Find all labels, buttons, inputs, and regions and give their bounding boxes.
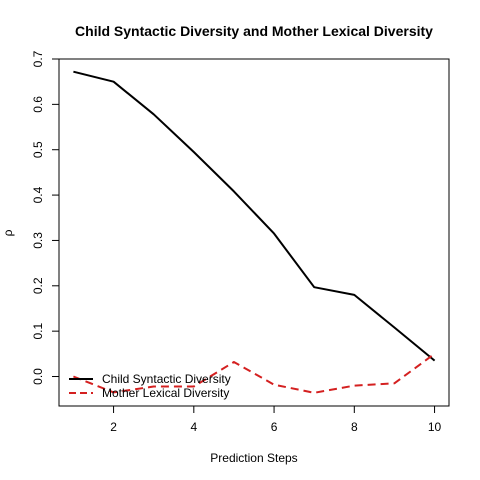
chart-title: Child Syntactic Diversity and Mother Lex… <box>75 23 433 39</box>
x-axis-label: Prediction Steps <box>210 451 297 465</box>
y-tick-label: 0.6 <box>31 96 45 113</box>
y-axis-label: ρ <box>1 229 15 236</box>
y-tick-label: 0.1 <box>31 322 45 339</box>
legend-label-1: Child Syntactic Diversity <box>102 372 231 386</box>
y-tick-label: 0.0 <box>31 368 45 385</box>
y-axis: 0.0 0.1 0.2 0.3 0.4 0.5 0.6 0.7 <box>31 50 59 385</box>
series-line-1 <box>73 70 436 362</box>
y-tick-label: 0.5 <box>31 141 45 158</box>
y-tick-label: 0.2 <box>31 277 45 294</box>
y-tick-label: 0.3 <box>31 232 45 249</box>
x-tick-label: 4 <box>190 420 197 434</box>
series-lines <box>73 70 436 394</box>
legend-label-2: Mother Lexical Diversity <box>102 386 229 400</box>
series-line-2 <box>73 352 436 394</box>
x-tick-label: 10 <box>428 420 442 434</box>
x-tick-label: 6 <box>271 420 278 434</box>
plot-frame <box>58 58 450 407</box>
x-tick-label: 8 <box>351 420 358 434</box>
x-tick-label: 2 <box>110 420 117 434</box>
y-tick-label: 0.7 <box>31 50 45 67</box>
x-axis: 2 4 6 8 10 <box>110 406 442 434</box>
y-tick-label: 0.4 <box>31 186 45 203</box>
